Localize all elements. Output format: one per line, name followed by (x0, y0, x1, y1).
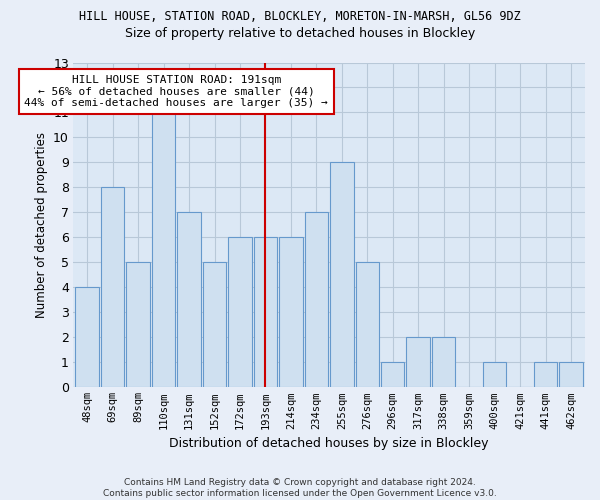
Bar (381, 362, 404, 387)
Bar (305, 212, 328, 387)
Bar (203, 262, 226, 387)
Text: HILL HOUSE, STATION ROAD, BLOCKLEY, MORETON-IN-MARSH, GL56 9DZ: HILL HOUSE, STATION ROAD, BLOCKLEY, MORE… (79, 10, 521, 23)
Text: Contains HM Land Registry data © Crown copyright and database right 2024.
Contai: Contains HM Land Registry data © Crown c… (103, 478, 497, 498)
Y-axis label: Number of detached properties: Number of detached properties (35, 132, 47, 318)
Bar (152, 112, 175, 387)
Bar (178, 212, 201, 387)
Bar (432, 337, 455, 387)
Bar (279, 237, 302, 387)
Text: HILL HOUSE STATION ROAD: 191sqm
← 56% of detached houses are smaller (44)
44% of: HILL HOUSE STATION ROAD: 191sqm ← 56% of… (25, 75, 328, 108)
Bar (406, 337, 430, 387)
Bar (254, 237, 277, 387)
Bar (559, 362, 583, 387)
Bar (534, 362, 557, 387)
Bar (101, 188, 124, 387)
Bar (356, 262, 379, 387)
X-axis label: Distribution of detached houses by size in Blockley: Distribution of detached houses by size … (169, 437, 489, 450)
Bar (127, 262, 150, 387)
Text: Size of property relative to detached houses in Blockley: Size of property relative to detached ho… (125, 28, 475, 40)
Bar (228, 237, 251, 387)
Bar (483, 362, 506, 387)
Bar (76, 287, 99, 387)
Bar (330, 162, 353, 387)
